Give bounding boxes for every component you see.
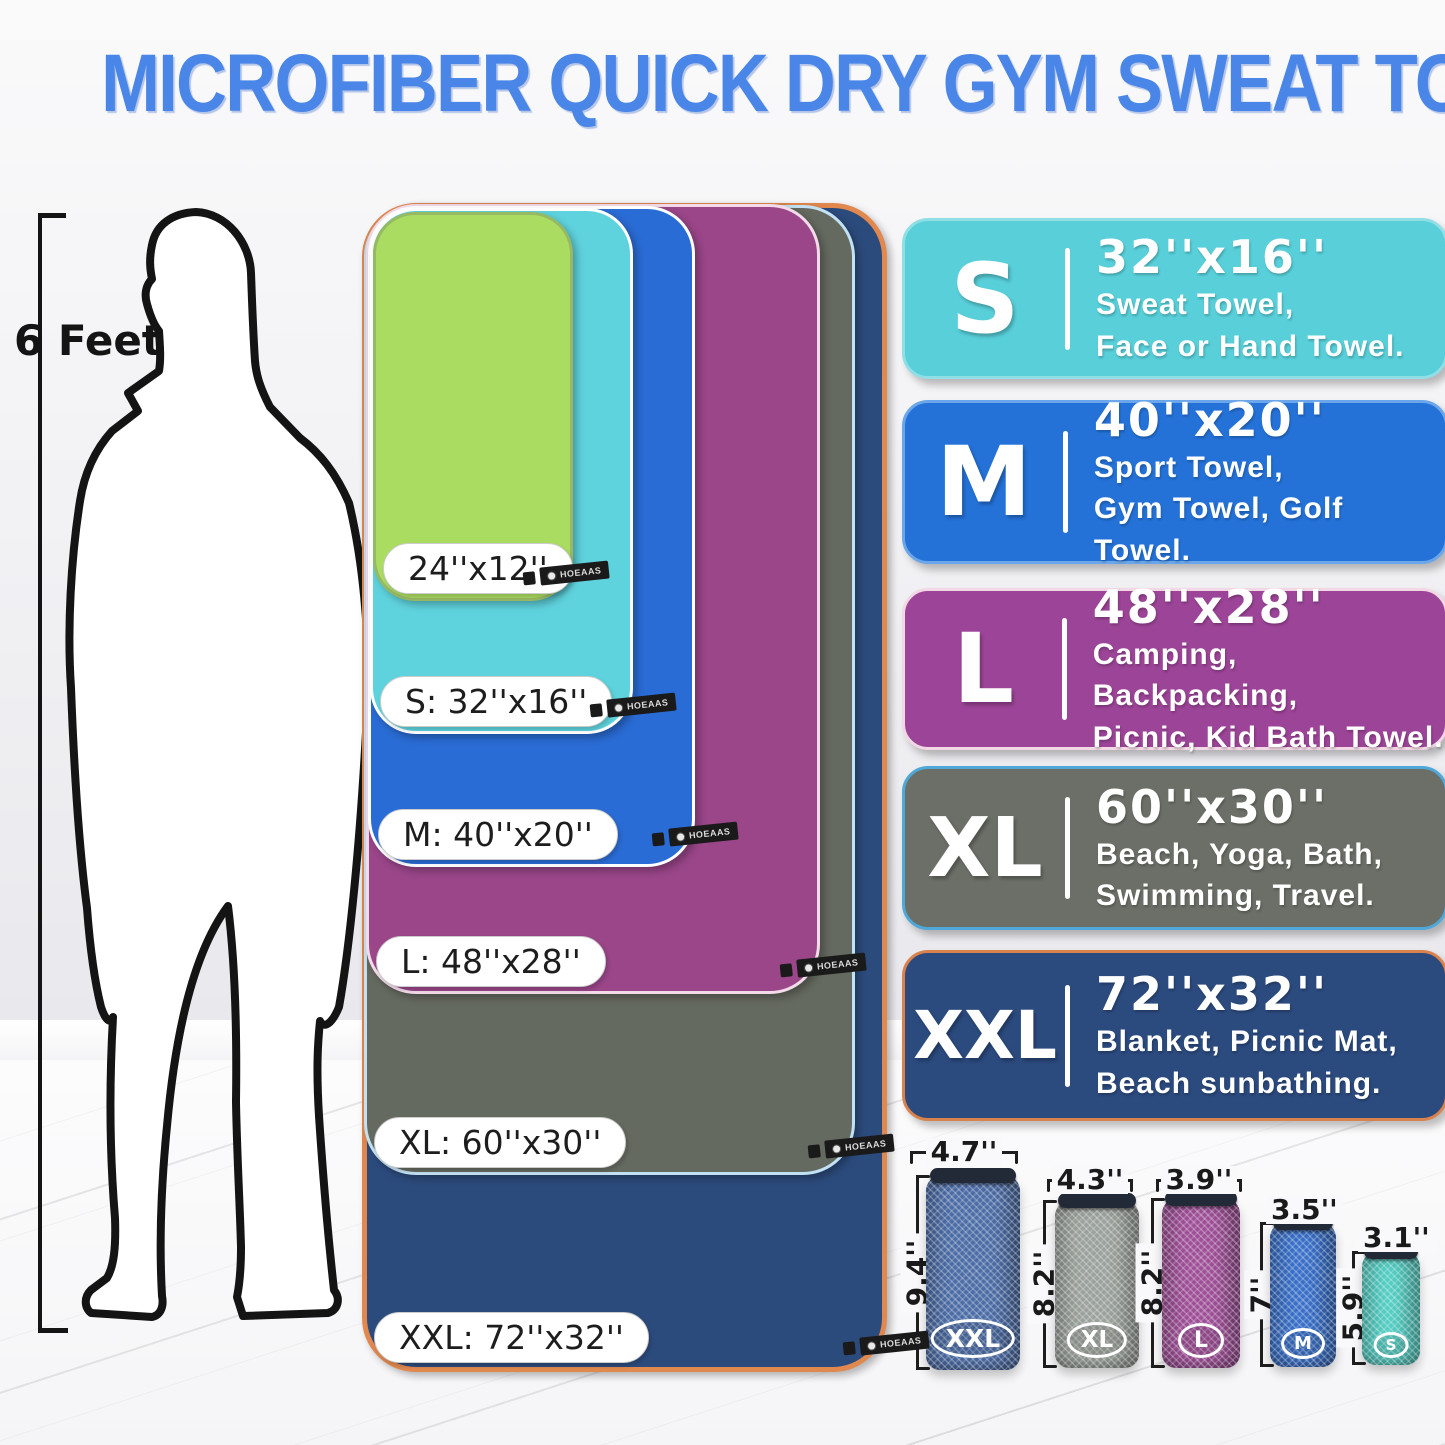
- use-line: Sweat Towel,: [1096, 288, 1295, 322]
- roll-width-label: 4.3'': [1051, 1166, 1129, 1194]
- card-divider: [1065, 797, 1070, 899]
- towel-size-pill: L: 48''x28'': [376, 936, 606, 987]
- width-bracket-s: 3.1'': [1358, 1224, 1435, 1252]
- roll-size-badge: S: [1373, 1332, 1409, 1358]
- brand-name: HOEAAS: [688, 825, 731, 841]
- use-line: Blanket, Picnic Mat,: [1096, 1025, 1398, 1059]
- height-measure-top-cap: [38, 213, 66, 218]
- brand-name: HOEAAS: [559, 564, 602, 580]
- brand-name: HOEAAS: [626, 696, 669, 712]
- tag-clip: [651, 831, 665, 846]
- towel-size-pill: XXL: 72''x32'': [374, 1312, 650, 1363]
- rolled-towel-l: L: [1162, 1191, 1240, 1368]
- brand-logo-icon: [613, 702, 624, 713]
- size-letter: L: [952, 613, 1014, 725]
- height-reference-label: 6 Feet: [14, 316, 162, 365]
- tag-clip: [589, 702, 603, 717]
- size-dimensions: 32''x16'': [1096, 230, 1329, 285]
- roll-top-cap: [1165, 1191, 1237, 1206]
- brand-logo-icon: [675, 831, 686, 842]
- size-card-s: S 32''x16'' Sweat Towel, Face or Hand To…: [902, 218, 1445, 379]
- towel-size-pill: M: 40''x20'': [378, 809, 618, 860]
- width-bracket-xl: 4.3'': [1047, 1166, 1133, 1194]
- card-divider: [1061, 618, 1067, 720]
- brand-name: HOEAAS: [879, 1334, 922, 1350]
- rolled-towel-xxl: XXL: [926, 1168, 1020, 1370]
- tag-clip: [779, 962, 793, 977]
- brand-name: HOEAAS: [844, 1137, 887, 1153]
- brand-logo-icon: [803, 962, 814, 973]
- brand-logo-icon: [831, 1143, 842, 1154]
- size-card-xxl: XXL 72''x32'' Blanket, Picnic Mat, Beach…: [902, 950, 1445, 1121]
- brand-name: HOEAAS: [816, 956, 859, 972]
- size-card-l: L 48''x28'' Camping, Backpacking, Picnic…: [902, 580, 1445, 754]
- height-bracket-xl: 8.2'': [1027, 1200, 1061, 1368]
- use-line: Beach sunbathing.: [1096, 1066, 1382, 1100]
- towel-size-pill: S: 32''x16'': [380, 676, 613, 727]
- roll-top-cap: [929, 1168, 1017, 1183]
- towel-flat-xs: 24''x12'': [373, 212, 573, 601]
- height-measure-bottom-cap: [38, 1328, 68, 1333]
- roll-width-label: 3.9'': [1160, 1166, 1238, 1194]
- rolled-towel-xl: XL: [1055, 1193, 1139, 1368]
- page-title: MICROFIBER QUICK DRY GYM SWEAT TOWEL: [101, 38, 1445, 129]
- width-bracket-xxl: 4.7'': [910, 1138, 1018, 1166]
- card-divider: [1065, 247, 1070, 350]
- human-silhouette: [65, 208, 373, 1321]
- height-bracket-xxl: 9.4'': [900, 1175, 934, 1370]
- tag-clip: [842, 1340, 856, 1355]
- tag-clip: [807, 1143, 821, 1158]
- roll-size-badge: L: [1177, 1323, 1225, 1358]
- use-line: Picnic, Kid Bath Towel.: [1092, 720, 1444, 754]
- use-line: Camping, Backpacking,: [1092, 637, 1299, 713]
- height-measure-line: [38, 213, 42, 1333]
- brand-logo-icon: [546, 570, 557, 581]
- card-divider: [1062, 431, 1068, 533]
- rolled-towel-s: S: [1362, 1244, 1420, 1365]
- size-letter: M: [936, 426, 1032, 538]
- size-letter: XL: [927, 800, 1043, 896]
- roll-size-badge: M: [1281, 1328, 1325, 1359]
- use-line: Sport Towel,: [1093, 450, 1284, 484]
- width-bracket-l: 3.9'': [1156, 1166, 1242, 1194]
- size-dimensions: 40''x20'': [1093, 392, 1326, 447]
- rolled-towel-m: M: [1270, 1215, 1336, 1367]
- width-bracket-m: 3.5'': [1266, 1196, 1343, 1224]
- use-line: Beach, Yoga, Bath,: [1096, 837, 1383, 871]
- towel-size-pill: XL: 60''x30'': [374, 1117, 627, 1168]
- brand-logo-icon: [866, 1340, 877, 1351]
- size-dimensions: 72''x32'': [1096, 967, 1329, 1022]
- roll-width-label: 3.5'': [1266, 1196, 1343, 1224]
- size-letter: S: [950, 242, 1020, 355]
- size-dimensions: 60''x30'': [1096, 779, 1329, 834]
- use-line: Face or Hand Towel.: [1096, 329, 1405, 363]
- tag-clip: [522, 570, 536, 585]
- roll-size-badge: XXL: [930, 1319, 1016, 1358]
- roll-top-cap: [1058, 1193, 1136, 1208]
- size-letter: XXL: [913, 997, 1057, 1074]
- height-bracket-s: 5.9'': [1336, 1251, 1370, 1365]
- height-bracket-l: 8.2'': [1135, 1198, 1169, 1368]
- size-card-xl: XL 60''x30'' Beach, Yoga, Bath, Swimming…: [902, 766, 1445, 930]
- roll-width-label: 3.1'': [1358, 1224, 1435, 1252]
- use-line: Swimming, Travel.: [1096, 879, 1375, 912]
- roll-width-label: 4.7'': [925, 1138, 1003, 1166]
- card-divider: [1065, 984, 1070, 1087]
- size-dimensions: 48''x28'': [1092, 579, 1325, 634]
- use-line: Gym Towel, Golf Towel.: [1093, 492, 1344, 567]
- roll-size-badge: XL: [1066, 1322, 1128, 1358]
- size-card-m: M 40''x20'' Sport Towel, Gym Towel, Golf…: [902, 393, 1445, 567]
